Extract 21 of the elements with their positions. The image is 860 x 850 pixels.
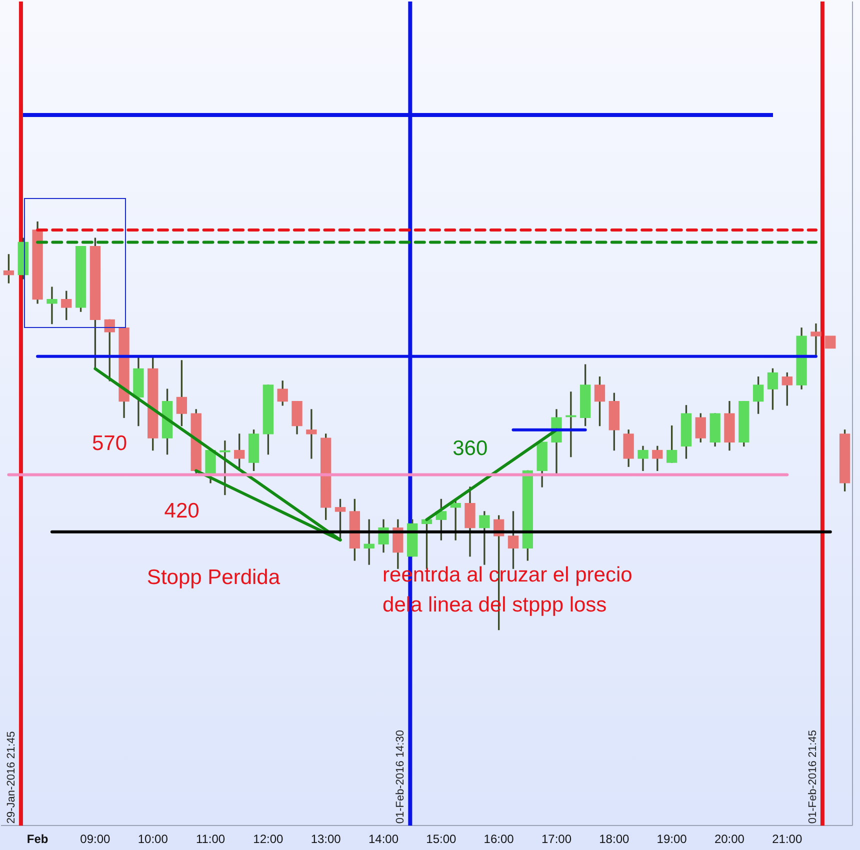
x-tick-label: 20:00 [714,832,745,846]
x-tick-label: 17:00 [541,832,572,846]
x-tick-label: 11:00 [196,832,226,846]
x-tick-label: 18:00 [599,832,630,846]
annotation: Stopp Perdida [146,566,280,590]
x-tick-label: 09:00 [80,832,111,846]
x-tick-label: 19:00 [656,832,688,846]
x-tick-label: 21:00 [772,832,802,846]
x-tick-label: 16:00 [484,832,514,846]
x-tick-label: 13:00 [310,832,342,846]
x-tick-label: 15:00 [426,832,457,846]
x-tick-label: Feb [26,832,48,846]
text: 29-Jan-2016 21:45 [5,731,18,824]
x-tick-label: 14:00 [368,832,399,846]
annotation: 420 [164,499,200,522]
x-tick-label: 10:00 [138,832,168,846]
x-tick-label: 12:00 [253,832,284,846]
text: 01-Feb-2016 14:30 [394,730,407,824]
annotation: 360 [452,436,488,460]
annotation: 570 [92,432,128,455]
text: 01-Feb-2016 21:45 [806,730,819,824]
